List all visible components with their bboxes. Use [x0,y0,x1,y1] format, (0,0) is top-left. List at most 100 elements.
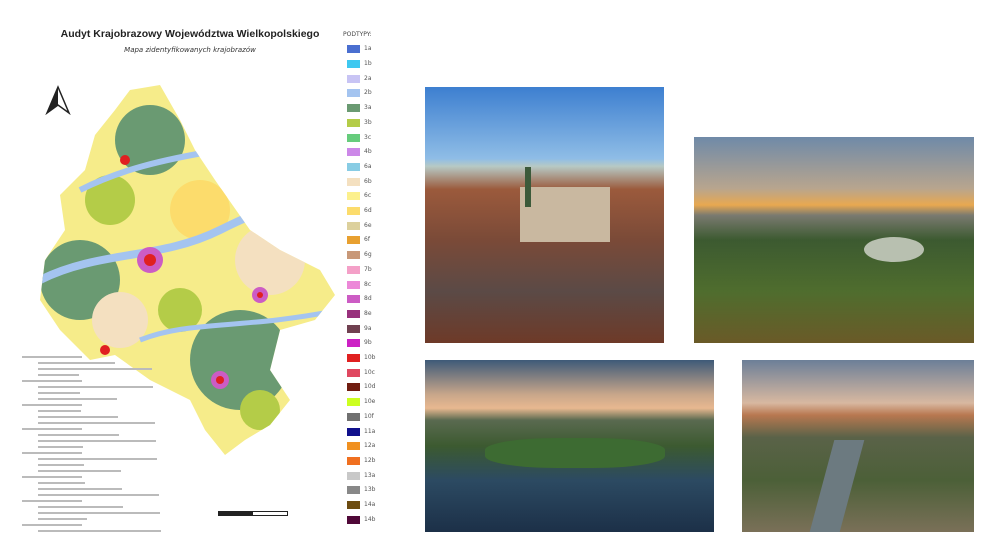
legend-text-line [22,356,82,358]
legend-text-line [38,512,160,514]
legend-label: 10b [364,354,376,362]
legend-swatch [347,60,360,69]
legend-text-line [38,410,81,412]
legend-swatch [347,45,360,54]
legend-text-line [22,476,82,478]
legend-item: 3b [347,116,372,131]
legend-text-line [38,368,152,370]
legend-text-line [38,506,123,508]
legend-item: 10d [347,380,375,395]
legend-text-line [38,386,153,388]
legend-swatch [347,368,360,377]
legend-swatch [347,221,360,230]
legend-label: 12b [364,456,376,464]
legend-text-line [38,482,85,484]
legend-label: 10c [364,368,375,376]
legend-item: 6f [347,233,370,248]
legend-swatch [347,412,360,421]
legend-label: 11a [364,427,376,435]
photo-park-sunset [694,137,974,343]
legend-swatch [347,148,360,157]
legend-label: 6d [364,207,372,215]
legend-header: PODTYPY: [343,31,372,38]
legend-item: 9a [347,321,372,336]
legend-text-line [38,416,118,418]
legend-item: 13a [347,468,375,483]
legend-item: 10b [347,351,375,366]
legend-item: 3a [347,101,372,116]
legend-swatch [347,236,360,245]
legend-label: 7b [364,265,372,273]
legend-text-line [38,458,157,460]
legend-item: 10e [347,395,375,410]
legend-item: 4b [347,145,372,160]
legend-label: 6c [364,192,372,200]
legend-label: 12a [364,442,376,450]
legend-label: 10e [364,398,376,406]
legend-label: 6e [364,221,372,229]
legend-label: 1a [364,45,372,53]
legend-item: 7b [347,263,372,278]
photo-old-town-square [425,87,664,343]
legend-item: 14b [347,512,375,527]
legend-swatch [347,207,360,216]
legend-item: 11a [347,424,375,439]
legend-swatch [347,339,360,348]
legend-swatch [347,104,360,113]
legend-item: 6e [347,218,372,233]
legend-text-line [22,524,82,526]
legend-text-line [38,362,115,364]
legend-text-line [38,494,159,496]
legend-item: 9b [347,336,372,351]
legend-swatch [347,118,360,127]
legend-label: 9a [364,324,372,332]
photo-lake-aerial [425,360,714,532]
legend-item: 6g [347,248,372,263]
legend-swatch [347,177,360,186]
legend-swatch [347,515,360,524]
legend-label: 3a [364,104,372,112]
legend-text-line [38,470,121,472]
map-subtitle: Mapa zidentyfikowanych krajobrazów [124,46,256,54]
legend-text-line [22,428,82,430]
legend-swatch [347,501,360,510]
legend-text-line [38,440,156,442]
legend-text-line [38,434,119,436]
legend-item: 2a [347,71,372,86]
landscape-map [40,85,335,455]
legend-label: 10f [364,412,374,420]
legend-swatch [347,354,360,363]
legend-label: 6f [364,236,370,244]
legend-text-line [38,464,84,466]
north-arrow-icon [45,85,71,115]
legend-label: 6a [364,162,372,170]
legend-swatch [347,89,360,98]
legend-text-line [38,530,161,532]
legend-item: 8e [347,307,372,322]
legend-text-line [22,452,82,454]
legend-item: 10c [347,365,375,380]
legend-item: 6c [347,189,371,204]
legend-item: 6d [347,204,372,219]
legend-item: 1b [347,57,372,72]
legend-swatch [347,133,360,142]
legend-swatch [347,265,360,274]
legend-label: 14b [364,515,376,523]
legend-label: 8e [364,309,372,317]
legend-swatch [347,442,360,451]
legend-swatch [347,280,360,289]
legend-item: 3c [347,130,371,145]
legend-label: 1b [364,60,372,68]
legend-label: 2a [364,74,372,82]
legend-item: 8d [347,292,372,307]
legend-swatch [347,295,360,304]
legend-text-line [38,488,122,490]
legend-text-line [38,398,117,400]
legend-label: 2b [364,89,372,97]
legend-label: 9b [364,339,372,347]
legend-label: 8c [364,280,372,288]
legend-swatch [347,74,360,83]
map-title: Audyt Krajobrazowy Województwa Wielkopol… [60,28,320,40]
legend-text-line [22,500,82,502]
legend-swatch [347,471,360,480]
